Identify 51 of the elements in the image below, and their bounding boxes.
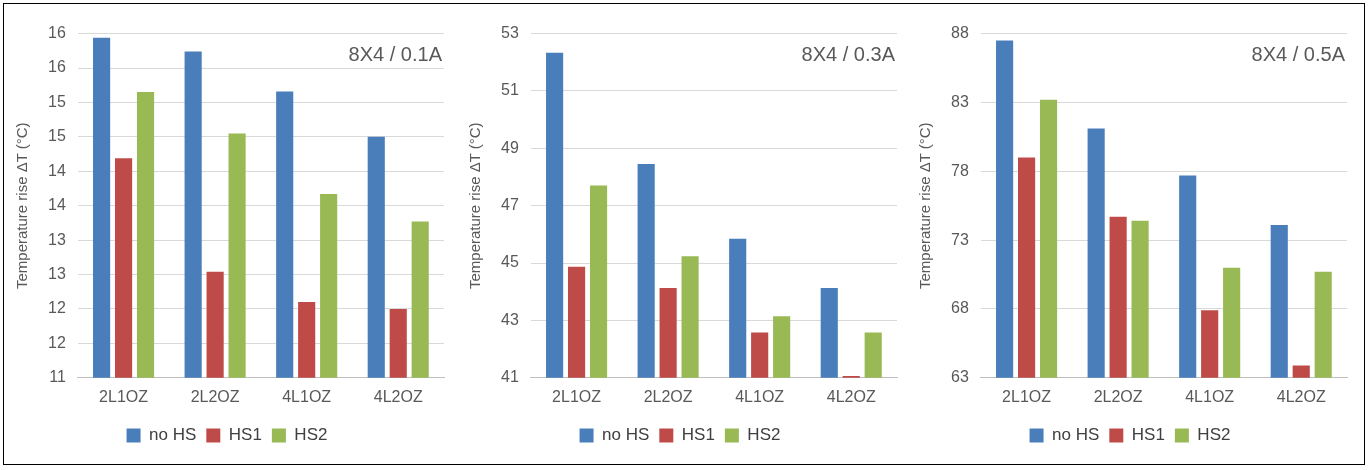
y-tick-label: 68 <box>951 299 969 317</box>
y-tick-label: 83 <box>951 92 969 110</box>
y-tick-label: 16 <box>48 58 66 76</box>
annotation: 8X4 / 0.3A <box>801 43 896 66</box>
y-axis-title: Temperature rise ΔT (°C) <box>13 122 31 290</box>
legend-label: HS2 <box>294 425 328 445</box>
legend-label: no HS <box>602 425 650 445</box>
y-tick-label: 51 <box>501 81 519 99</box>
y-tick-label: 43 <box>501 310 519 328</box>
legend-label: no HS <box>149 425 197 445</box>
x-tick-label: 2L2OZ <box>643 387 693 405</box>
x-tick-label: 2L1OZ <box>552 387 602 405</box>
y-tick-label: 53 <box>501 24 519 42</box>
y-tick-label: 63 <box>951 368 969 386</box>
y-tick-label: 41 <box>501 368 519 386</box>
x-tick-label: 4L2OZ <box>826 387 876 405</box>
x-tick-label: 2L1OZ <box>1002 387 1052 405</box>
y-tick-label: 47 <box>501 196 519 214</box>
y-tick-label: 78 <box>951 161 969 179</box>
annotation: 8X4 / 0.1A <box>348 43 443 66</box>
x-tick-label: 4L1OZ <box>282 387 332 405</box>
y-tick-label: 88 <box>951 24 969 42</box>
legend-label: HS2 <box>1197 425 1231 445</box>
y-tick-label: 16 <box>48 24 66 42</box>
legend-label: HS1 <box>681 425 715 445</box>
x-tick-label: 4L2OZ <box>1276 387 1326 405</box>
y-tick-label: 14 <box>48 196 66 214</box>
x-tick-label: 4L2OZ <box>373 387 423 405</box>
y-tick-label: 12 <box>48 299 66 317</box>
y-tick-label: 49 <box>501 138 519 156</box>
x-tick-label: 2L2OZ <box>1093 387 1143 405</box>
legend-label: HS1 <box>1131 425 1165 445</box>
y-tick-label: 73 <box>951 230 969 248</box>
y-tick-label: 15 <box>48 92 66 110</box>
annotation: 8X4 / 0.5A <box>1251 43 1346 66</box>
y-axis-title: Temperature rise ΔT (°C) <box>466 122 484 290</box>
x-tick-label: 2L1OZ <box>99 387 149 405</box>
y-tick-label: 45 <box>501 253 519 271</box>
x-tick-label: 4L1OZ <box>735 387 785 405</box>
x-tick-label: 2L2OZ <box>190 387 240 405</box>
y-tick-label: 15 <box>48 127 66 145</box>
legend-label: HS1 <box>228 425 262 445</box>
y-tick-label: 13 <box>48 230 66 248</box>
y-tick-label: 11 <box>49 368 66 386</box>
x-tick-label: 4L1OZ <box>1185 387 1235 405</box>
legend-label: HS2 <box>747 425 781 445</box>
y-axis-title: Temperature rise ΔT (°C) <box>916 122 934 290</box>
legend-label: no HS <box>1052 425 1100 445</box>
y-tick-label: 13 <box>48 264 66 282</box>
y-tick-label: 12 <box>48 333 66 351</box>
y-tick-label: 14 <box>48 161 66 179</box>
